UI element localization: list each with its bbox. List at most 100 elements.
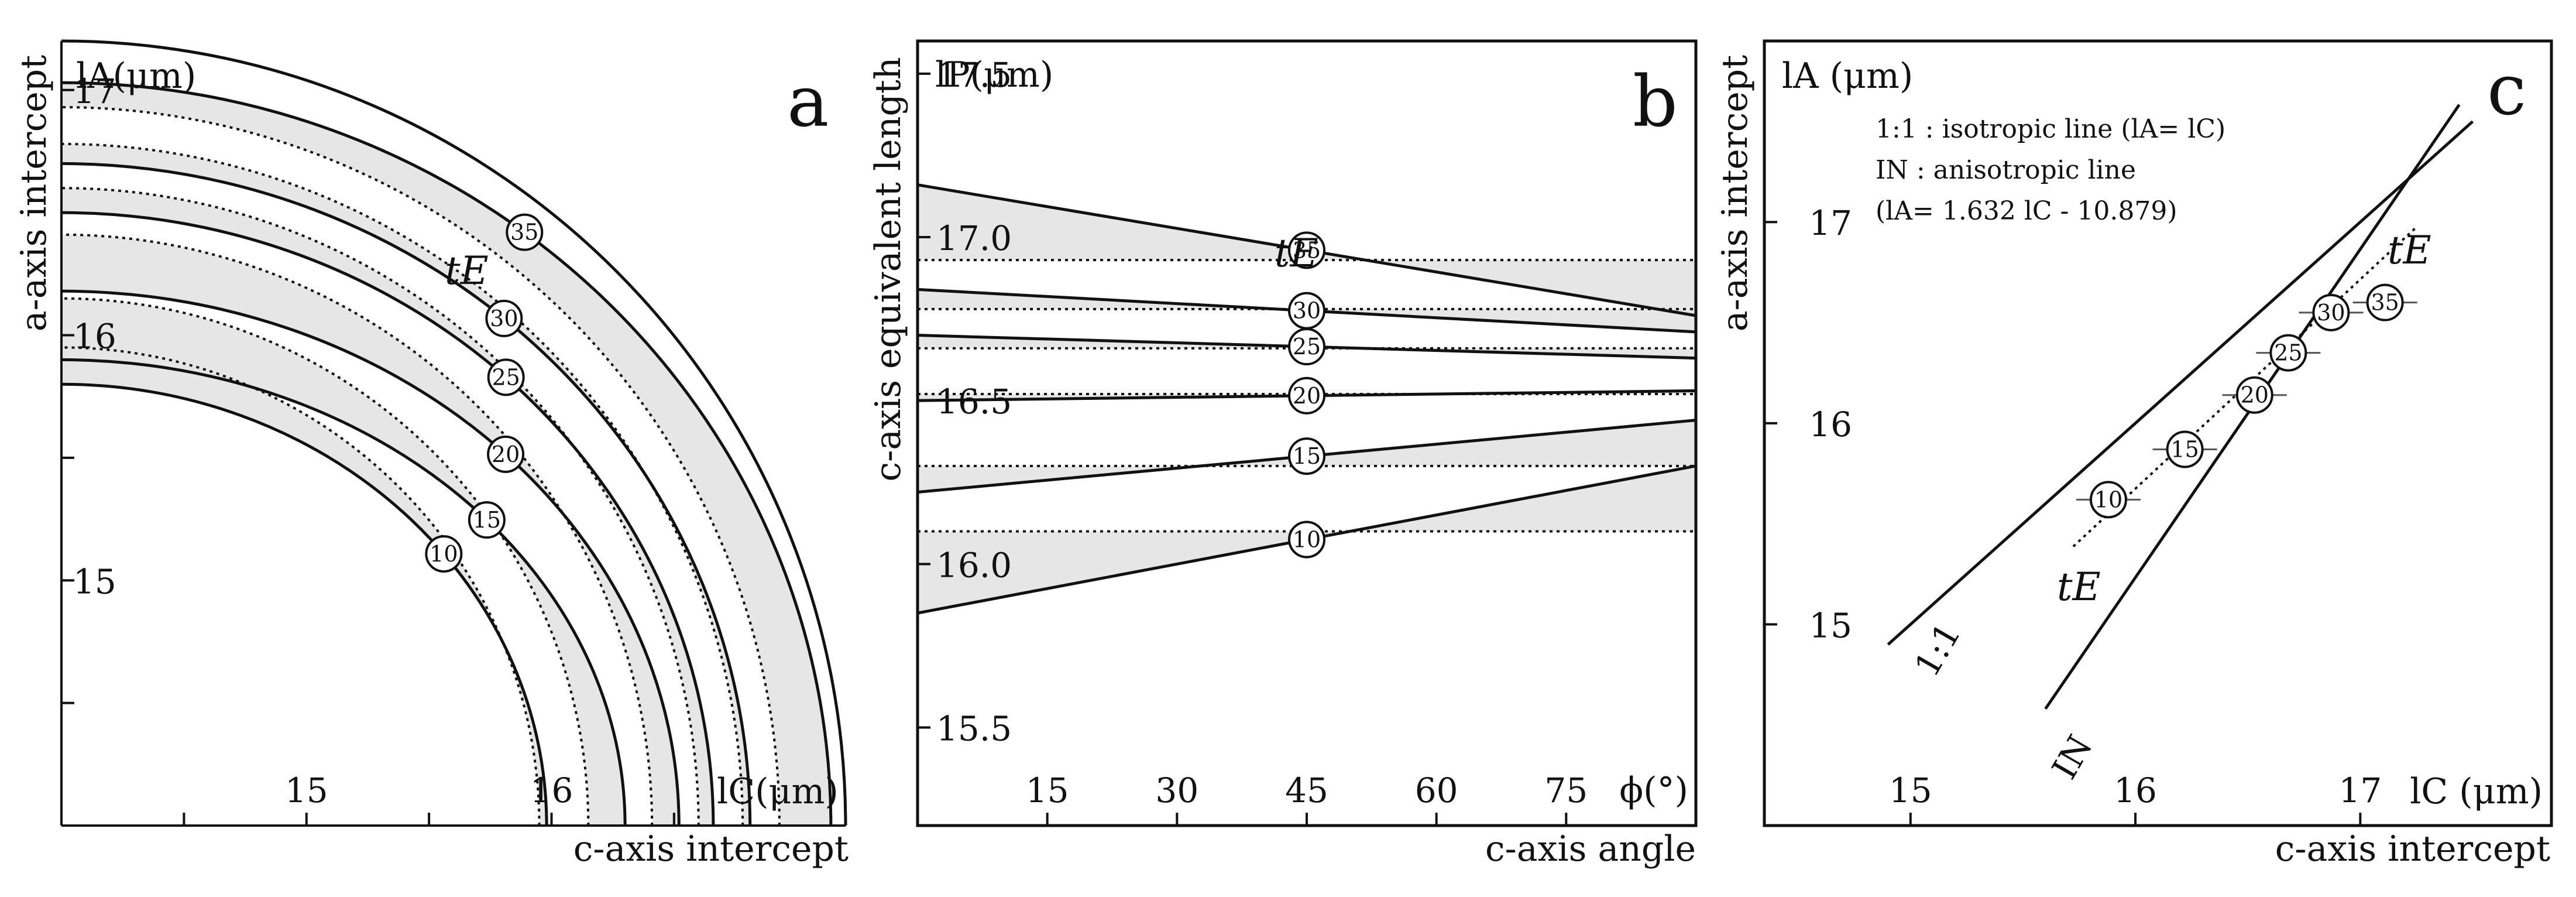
panel-b-marker-30-label: 30 [1293,298,1321,324]
panel-b-marker-10-circle [1288,521,1325,559]
panel-c-te-trend [2072,225,2418,547]
panel-a-y-tick-label-15: 15 [73,562,116,601]
panel-b-marker-35-circle [1288,231,1325,269]
panel-a-x-tick-label-15: 15 [285,771,328,810]
panel-b-y-unit: lP(μm) [935,54,1053,95]
panel-b-x-unit: ϕ(°) [1619,770,1688,811]
panel-c-y-title: a-axis intercept [1715,55,1756,331]
panel-a-arc-25 [61,211,715,826]
panel-c-point-10-label: 10 [2094,487,2122,512]
panel-a-arc-15 [61,358,627,826]
panel-c-points: 10 15 20 25 30 35 [2076,283,2417,519]
panel-c-legend-line3: (lA= 1.632 lC - 10.879) [1876,196,2177,226]
panel-a-y-title: a-axis intercept [13,55,54,331]
panel-a-y-tick-label-16: 16 [73,317,116,357]
panel-b-marker-20: 20 [1288,376,1325,415]
panel-b-letter: b [1633,61,1678,143]
panel-b-marker-25-label: 25 [1293,334,1321,360]
panel-b-marker-15: 15 [1288,437,1325,475]
panel-a-marker-25-label: 25 [492,364,520,390]
panel-a-marker-10: 10 [425,535,463,573]
panel-c-point-10-circle [2089,481,2127,519]
panel-b-marker-10: 10 [1288,521,1325,559]
panel-b-x-tick-label-75: 75 [1544,771,1588,810]
panel-a-marker-35-label: 35 [510,220,538,245]
panel-a-bands [61,83,831,826]
panel-a-marker-20-label: 20 [492,441,520,467]
panel-c-point-15-circle [2166,430,2204,468]
panel-c-isotropic-line [1887,120,2474,646]
panel-c-point-35-label: 35 [2371,290,2399,316]
panel-b: 15 30 45 60 75 15.5 16.0 16.5 17.0 17.5 10 15 20 25 3… [868,39,1698,869]
panel-a-dotted-arc-10 [61,346,541,826]
panel-a-dotted-arcs [61,106,781,826]
panel-c-letter: c [2487,50,2526,131]
panel-b-x-tick-label-60: 60 [1415,771,1458,810]
panel-c-point-35: 35 [2366,283,2404,321]
panel-b-marker-25: 25 [1288,328,1325,366]
panel-b-y-tick-label-15.5: 15.5 [936,709,1012,749]
panel-a-letter: a [787,61,829,143]
panel-b-y-tick-label-17.5: 17.5 [936,55,1012,95]
panel-a-marker-25: 25 [487,358,525,396]
panel-b-y-tick-label-16.5: 16.5 [936,382,1012,422]
panel-a-band-15 [61,298,626,826]
panel-b-marker-30: 30 [1288,292,1325,330]
panel-c-lines [1887,104,2474,710]
panel-b-marker-30-circle [1288,292,1325,330]
panel-c-x-title: c-axis intercept [2275,828,2550,869]
panel-a-marker-30-circle [485,299,523,337]
panel-a-marker-30: 30 [485,299,523,337]
panel-c-point-15-label: 15 [2170,436,2199,462]
panel-c-point-20-circle [2235,376,2273,414]
panel-b-marker-15-label: 15 [1293,443,1321,469]
panel-a-marker-35-circle [506,213,544,251]
panel-b-x-tick-label-45: 45 [1285,771,1328,810]
panel-a-x-unit: lC(μm) [717,771,839,812]
panel-c-y-tick-label-15: 15 [1809,605,1852,645]
panel-c-te-label-bottom: tE [2057,564,2101,610]
panel-a-marker-10-label: 10 [430,541,458,567]
panel-a-te-label: tE [445,248,489,293]
panel-a-band-20 [61,234,679,826]
panel-a-marker-10-circle [425,535,463,573]
panel-c-point-25: 25 [2269,334,2307,372]
panel-b-frame [916,39,1698,827]
panel-c-point-25-circle [2269,334,2307,372]
panel-b-ticks: 15 30 45 60 75 15.5 16.0 16.5 17.0 17.5 [918,55,1588,826]
panel-c-te-label-top: tE [2388,228,2431,273]
panel-a-outer-arc-path [61,39,847,826]
panel-a-marker-15-circle [468,501,506,539]
panel-a-y-tick-label-17: 17 [73,71,116,111]
panel-c-frame [1763,39,2553,827]
panel-b-y-title: c-axis equivalent length [868,57,909,482]
panel-b-x-tick-label-15: 15 [1026,771,1069,810]
panel-a-solid-arcs [61,81,833,826]
panel-a-marker-15: 15 [468,501,506,539]
panel-b-marker-35: 35 [1288,231,1325,269]
panel-a-arc-35 [61,81,833,826]
panel-b-band-25 [918,335,1696,358]
panel-c-legend-line1: 1:1 : isotropic line (lA= lC) [1876,114,2225,144]
panel-a-dotted-arc-35 [61,106,781,826]
panel-a-marker-30-label: 30 [490,306,518,331]
panel-c-point-35-circle [2366,283,2404,321]
panel-a-y-unit: lA(μm) [76,56,196,97]
panel-b-te-label: tE [1275,231,1318,276]
panel-b-y-tick-label-16: 16.0 [936,545,1012,585]
panel-c-x-unit: lC (μm) [2410,771,2543,812]
panel-c-point-20: 20 [2235,376,2273,414]
panel-c-isotropic-label: 1:1 [1907,616,1969,683]
panel-a-arc-10 [61,382,548,826]
panel-c-x-tick-label-15: 15 [1889,771,1932,810]
panel-a-ticks: 15 16 15 16 17 [61,71,675,826]
panel-a-dotted-arc-30 [61,142,744,826]
panel-c-point-30-label: 30 [2317,300,2345,326]
panel-a-dotted-arc-20 [61,233,654,826]
panel-c-point-15: 15 [2166,430,2204,468]
panel-a-marker-15-label: 15 [473,507,501,533]
panel-c-legend-line2: IN : anisotropic line [1876,155,2136,185]
panel-c-ticks: 15 16 17 15 16 17 [1764,203,2382,826]
panel-c-point-30-circle [2312,293,2350,331]
